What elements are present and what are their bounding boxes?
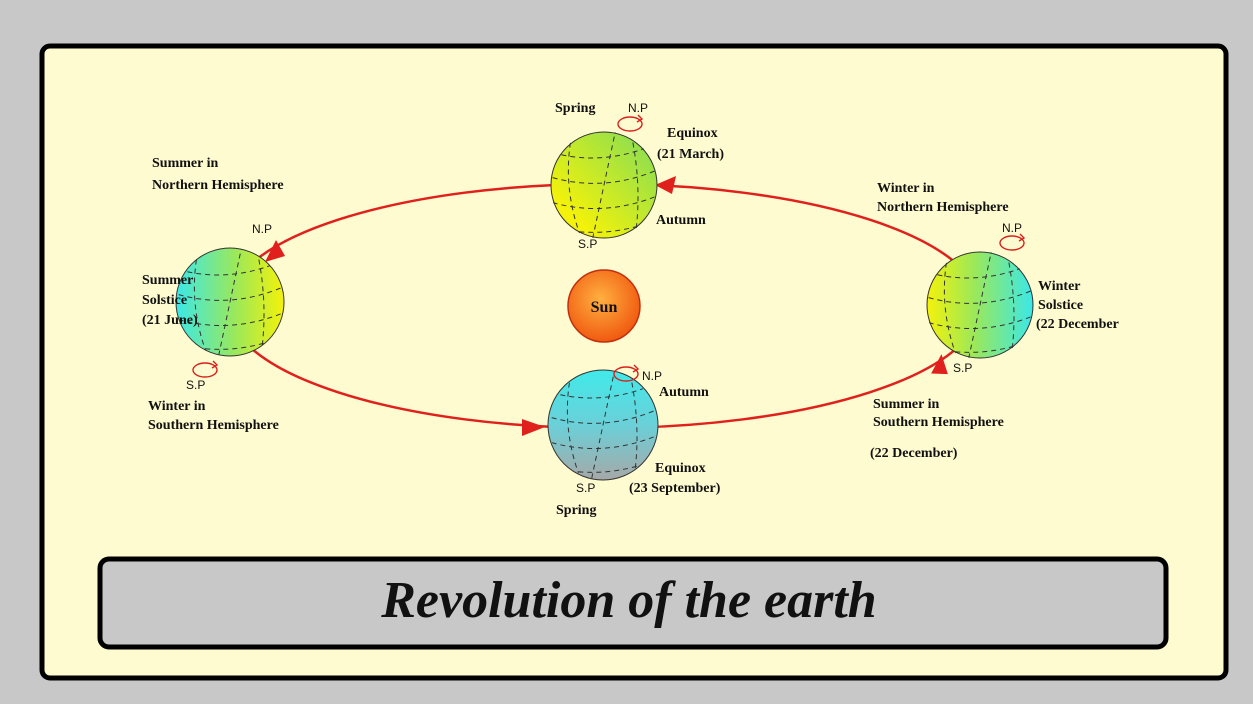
pole-label: N.P — [252, 222, 272, 236]
label: Winter in — [877, 181, 935, 196]
label: (22 December — [1036, 317, 1119, 332]
label: Autumn — [659, 385, 709, 400]
label: Northern Hemisphere — [152, 178, 284, 193]
pole-label: S.P — [576, 481, 595, 495]
label: Solstice — [1038, 298, 1083, 313]
label: (21 June) — [142, 313, 198, 328]
label: Spring — [555, 101, 595, 116]
label: Spring — [556, 503, 596, 518]
label: Northern Hemisphere — [877, 200, 1009, 215]
pole-label: S.P — [186, 378, 205, 392]
label: Winter in — [148, 399, 206, 414]
sun-label: Sun — [591, 299, 618, 316]
pole-label: S.P — [953, 361, 972, 375]
label: Equinox — [655, 461, 706, 476]
label: Southern Hemisphere — [148, 418, 279, 433]
pole-label: N.P — [1002, 221, 1022, 235]
label: (23 September) — [629, 481, 721, 496]
label: (21 March) — [657, 147, 724, 162]
label: (22 December) — [870, 446, 958, 461]
label: Winter — [1038, 279, 1081, 294]
pole-label: S.P — [578, 237, 597, 251]
label: Summer — [142, 273, 193, 288]
pole-label: N.P — [628, 101, 648, 115]
label: Solstice — [142, 293, 187, 308]
title: Revolution of the earth — [380, 572, 876, 629]
diagram: Sun Spring N.P Equinox (21 March) Autumn… — [0, 0, 1253, 704]
label: Autumn — [656, 213, 706, 228]
label: Equinox — [667, 126, 718, 141]
label: Summer in — [152, 156, 218, 171]
pole-label: N.P — [642, 369, 662, 383]
label: Southern Hemisphere — [873, 415, 1004, 430]
label: Summer in — [873, 397, 939, 412]
